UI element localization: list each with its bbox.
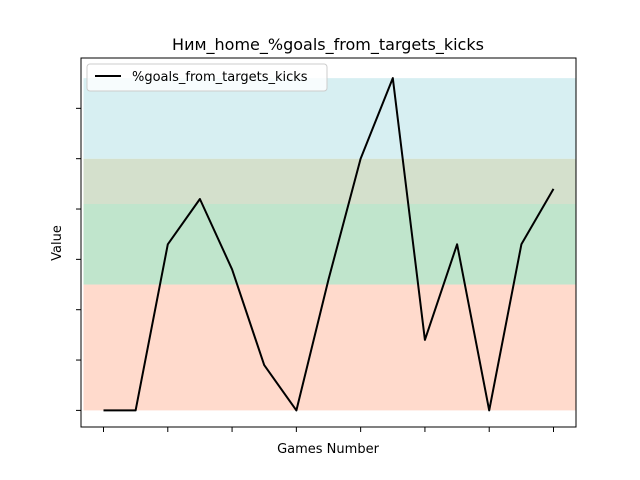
band-1 (83, 203, 576, 285)
y-axis-label: Value (50, 225, 65, 261)
legend-label: %goals_from_targets_kicks (132, 70, 308, 85)
x-axis-label: Games Number (277, 442, 379, 457)
plot-area (76, 57, 577, 432)
band-3 (83, 78, 576, 159)
plot-frame (80, 57, 577, 428)
band-2 (83, 158, 576, 204)
series-line-0 (103, 77, 555, 412)
legend-box (86, 63, 328, 92)
legend: %goals_from_targets_kicks (86, 63, 328, 92)
chart-title: Ним_home_%goals_from_targets_kicks (172, 35, 484, 55)
